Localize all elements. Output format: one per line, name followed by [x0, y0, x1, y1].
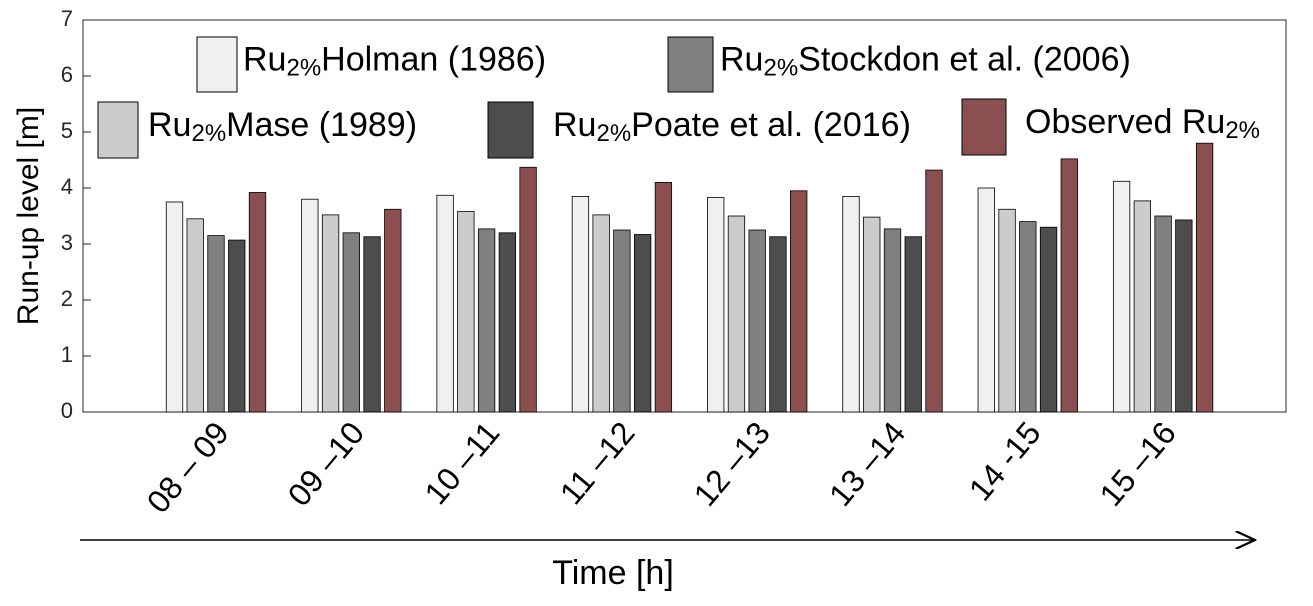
legend-swatch	[487, 101, 534, 159]
bar	[519, 166, 537, 413]
legend-swatch	[97, 101, 139, 159]
bar	[384, 208, 402, 413]
y-tick-label: 3	[61, 230, 73, 255]
bar	[904, 236, 922, 413]
legend-swatch	[961, 98, 1007, 156]
bar	[748, 229, 766, 413]
bar	[571, 195, 590, 413]
y-tick-label: 2	[61, 286, 73, 311]
bar	[769, 236, 787, 413]
bar	[342, 232, 360, 413]
bar	[842, 195, 860, 413]
y-tick-label: 4	[61, 174, 73, 199]
bar	[1039, 226, 1058, 413]
bar	[207, 235, 225, 413]
legend-swatch	[667, 36, 714, 93]
bar	[707, 197, 725, 413]
x-tick-label: 11 –12	[553, 415, 642, 511]
bar	[592, 214, 610, 413]
legend-label: Ru2%Holman (1986)	[243, 40, 546, 81]
bar	[883, 228, 902, 413]
bar	[613, 229, 631, 413]
bar	[1019, 221, 1037, 413]
bar	[1133, 200, 1151, 413]
x-tick-label: 08 – 09	[140, 415, 236, 520]
x-tick-label: 09 –10	[281, 415, 371, 513]
bar	[727, 215, 746, 413]
bar	[301, 198, 319, 413]
bar	[436, 194, 454, 413]
legend-label: Ru2%Poate et al. (2016)	[553, 106, 911, 147]
bar	[228, 239, 246, 413]
bar	[1175, 219, 1193, 413]
bar	[165, 201, 184, 413]
y-tick-label: 6	[61, 62, 73, 87]
bar	[498, 232, 517, 413]
x-tick-label: 10 –11	[417, 415, 506, 511]
bar	[248, 192, 267, 413]
bar	[186, 218, 204, 413]
bar	[363, 236, 381, 413]
legend-swatch	[196, 36, 238, 93]
x-tick-label: 12 –13	[687, 415, 777, 513]
x-axis-label: Time [h]	[552, 554, 674, 592]
x-tick-label: 14 -15	[962, 415, 1048, 508]
bar	[654, 181, 673, 413]
x-tick-label: 15 –16	[1092, 415, 1182, 513]
bar	[1060, 158, 1078, 413]
y-tick-label: 1	[61, 342, 73, 367]
bar	[321, 214, 340, 413]
y-tick-label: 0	[61, 398, 73, 423]
x-tick-label: 13 –14	[822, 415, 912, 513]
bar	[977, 187, 995, 413]
legend-label: Observed Ru2%	[1025, 103, 1260, 144]
bar	[457, 211, 475, 413]
bar	[634, 234, 652, 413]
bar	[925, 169, 943, 413]
legend-label: Ru2%Stockdon et al. (2006)	[720, 40, 1131, 81]
bar	[863, 216, 881, 413]
bar	[1112, 180, 1131, 413]
bar	[998, 208, 1016, 413]
y-tick-label: 5	[61, 118, 73, 143]
y-axis-label: Run-up level [m]	[12, 107, 45, 325]
bar	[1195, 142, 1214, 413]
y-tick-label: 7	[61, 6, 73, 31]
legend-label: Ru2%Mase (1989)	[148, 106, 417, 147]
bar	[790, 190, 808, 413]
bar	[1154, 215, 1172, 413]
bar	[477, 228, 496, 413]
